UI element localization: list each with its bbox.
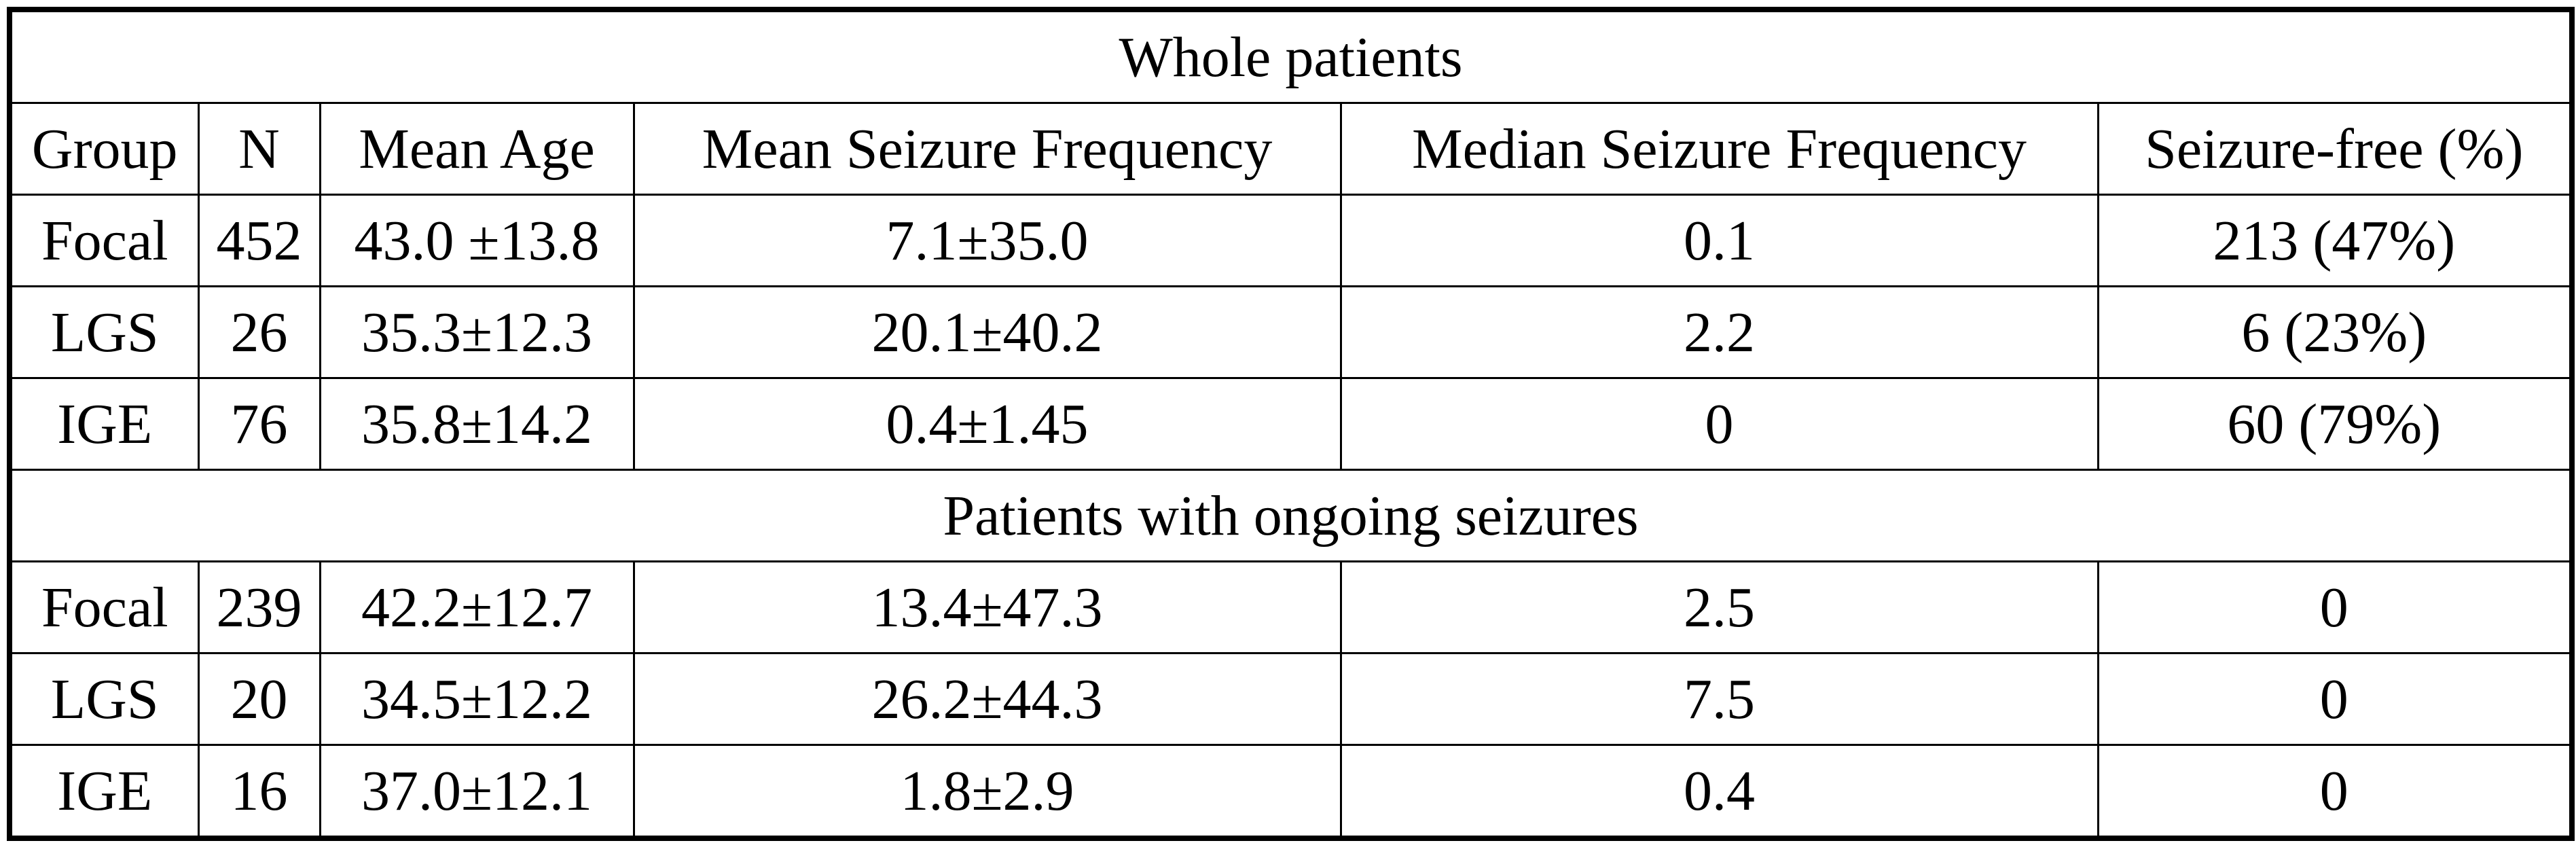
table-cell: 0 <box>2097 652 2573 746</box>
header-cell: Group <box>8 102 200 196</box>
table-cell: 0.4±1.45 <box>632 377 1342 471</box>
header-cell: N <box>197 102 321 196</box>
table-row: Patients with ongoing seizures <box>8 469 2573 562</box>
header-cell: Seizure-free (%) <box>2097 102 2573 196</box>
section-title: Whole patients <box>8 8 2573 104</box>
table-cell: Focal <box>8 560 200 654</box>
table-row: Group N Mean Age Mean Seizure Frequency Medi… <box>8 102 2573 196</box>
table-cell: LGS <box>8 285 200 379</box>
table-cell: 7.1±35.0 <box>632 194 1342 287</box>
table-cell: 20.1±40.2 <box>632 285 1342 379</box>
table-cell: 42.2±12.7 <box>319 560 635 654</box>
table-cell: 13.4±47.3 <box>632 560 1342 654</box>
table-row: LGS 26 35.3±12.3 20.1±40.2 2.2 6 (23%) <box>8 285 2573 379</box>
header-cell: Mean Seizure Frequency <box>632 102 1342 196</box>
table-row: Focal 239 42.2±12.7 13.4±47.3 2.5 0 <box>8 560 2573 654</box>
table-cell: 35.8±14.2 <box>319 377 635 471</box>
table-cell: 0.4 <box>1339 744 2099 840</box>
table-cell: 26 <box>197 285 321 379</box>
table-cell: 2.5 <box>1339 560 2099 654</box>
table-cell: 37.0±12.1 <box>319 744 635 840</box>
table-cell: 16 <box>197 744 321 840</box>
table-cell: 60 (79%) <box>2097 377 2573 471</box>
table-row: LGS 20 34.5±12.2 26.2±44.3 7.5 0 <box>8 652 2573 746</box>
table-cell: 213 (47%) <box>2097 194 2573 287</box>
table-body: Whole patients Group N Mean Age Mean Seizure… <box>8 8 2573 840</box>
data-table: Whole patients Group N Mean Age Mean Seizure… <box>7 7 2575 841</box>
table-cell: 7.5 <box>1339 652 2099 746</box>
table-cell: 239 <box>197 560 321 654</box>
table-cell: Focal <box>8 194 200 287</box>
table-row: Whole patients <box>8 8 2573 104</box>
table-cell: 76 <box>197 377 321 471</box>
table-cell: LGS <box>8 652 200 746</box>
section-title: Patients with ongoing seizures <box>8 469 2573 562</box>
table-cell: 6 (23%) <box>2097 285 2573 379</box>
table-cell: 0 <box>2097 744 2573 840</box>
table-row: Focal 452 43.0 ±13.8 7.1±35.0 0.1 213 (47%) <box>8 194 2573 287</box>
table-cell: IGE <box>8 744 200 840</box>
table-cell: 26.2±44.3 <box>632 652 1342 746</box>
table-cell: 1.8±2.9 <box>632 744 1342 840</box>
table-cell: 43.0 ±13.8 <box>319 194 635 287</box>
table-cell: 0.1 <box>1339 194 2099 287</box>
table-cell: 0 <box>2097 560 2573 654</box>
table-cell: 20 <box>197 652 321 746</box>
table-cell: 34.5±12.2 <box>319 652 635 746</box>
table-row: IGE 76 35.8±14.2 0.4±1.45 0 60 (79%) <box>8 377 2573 471</box>
header-cell: Median Seizure Frequency <box>1339 102 2099 196</box>
table-cell: IGE <box>8 377 200 471</box>
table-cell: 2.2 <box>1339 285 2099 379</box>
table-cell: 452 <box>197 194 321 287</box>
table-cell: 35.3±12.3 <box>319 285 635 379</box>
header-cell: Mean Age <box>319 102 635 196</box>
table-cell: 0 <box>1339 377 2099 471</box>
table-row: IGE 16 37.0±12.1 1.8±2.9 0.4 0 <box>8 744 2573 840</box>
